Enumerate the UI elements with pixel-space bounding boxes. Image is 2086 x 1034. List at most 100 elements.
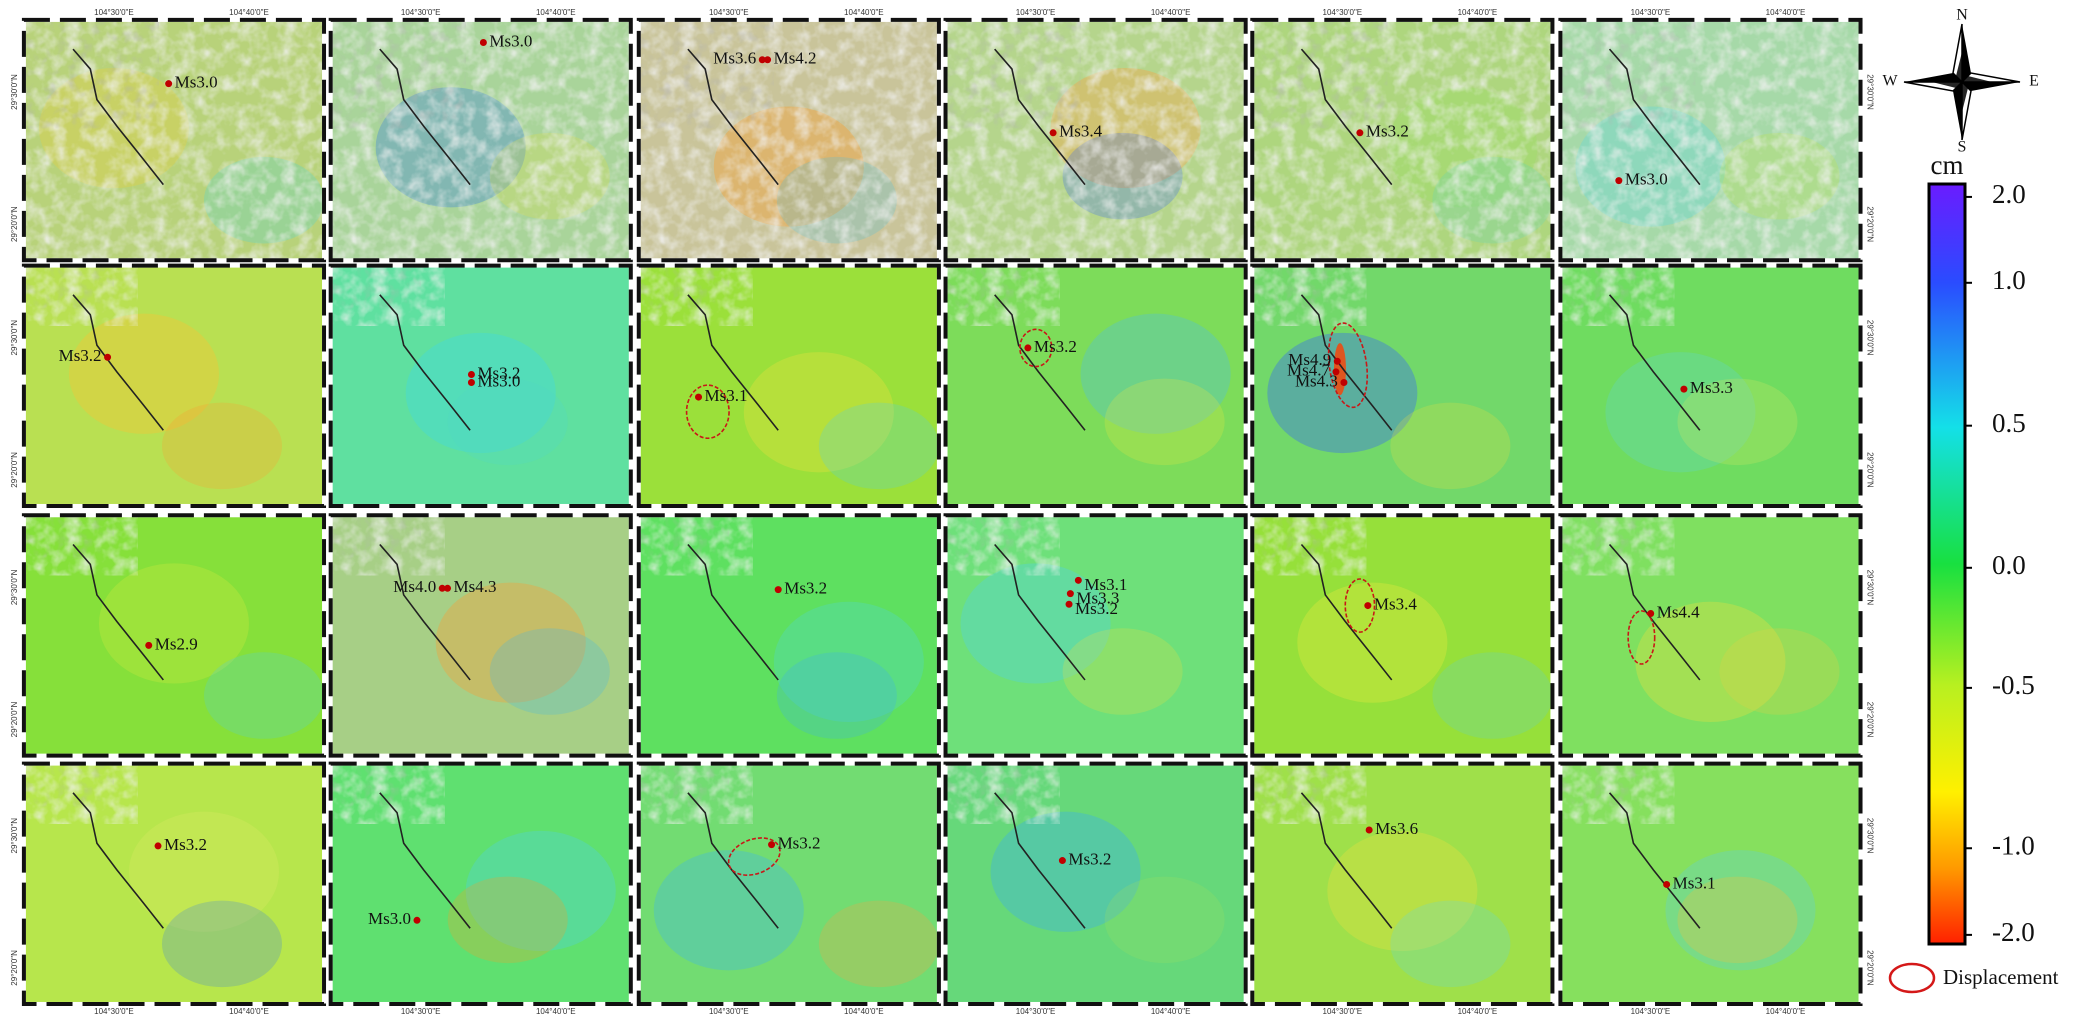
event-label: Ms3.2 [59, 346, 102, 365]
frame [328, 17, 633, 263]
displacement-field [653, 850, 804, 971]
hillshade [330, 763, 421, 807]
displacement-field [203, 652, 325, 739]
hillshade [1252, 265, 1343, 309]
hillshade [638, 763, 729, 807]
latitude-label: 29°20'0"N [1865, 702, 1874, 738]
map-panel: Ms3.0 104°30'0"E 104°40'0"E 29°30'0"N 29°20'… [1558, 8, 1874, 263]
longitude-label: 104°40'0"E [536, 1007, 576, 1016]
epicentre [1663, 880, 1671, 888]
map-panel: Ms3.3 29°30'0"N 29°20'0"N [1558, 263, 1874, 508]
epicentre [1065, 600, 1073, 608]
frame [1250, 17, 1555, 263]
map-panel: Ms3.1 104°30'0"E 104°40'0"E 29°30'0"N 29°20'… [1558, 761, 1874, 1016]
longitude-label: 104°30'0"E [1631, 8, 1671, 17]
event-label: Ms4.9 [1288, 350, 1331, 369]
map-panel: Ms3.1 [636, 263, 941, 508]
hillshade [1560, 763, 1651, 807]
event-label: Ms3.3 [1690, 378, 1733, 397]
epicentre [774, 586, 782, 594]
longitude-label: 104°30'0"E [1323, 1007, 1363, 1016]
map-panel: Ms2.9 29°30'0"N 29°20'0"N [10, 513, 327, 758]
event-label: Ms3.0 [175, 73, 218, 92]
displacement-field [435, 582, 586, 703]
map-panel: Ms3.2 104°30'0"E 104°40'0"E [943, 761, 1248, 1016]
displacement-field [128, 811, 280, 932]
hillshade [638, 265, 729, 309]
epicentre [1049, 129, 1057, 137]
event-label: Ms2.9 [155, 634, 198, 653]
displacement-field [447, 378, 568, 466]
compass-east: E [2029, 73, 2039, 90]
epicentre [467, 370, 475, 378]
displacement-field [1605, 352, 1756, 473]
epicentre [145, 641, 153, 649]
map-panel: Ms3.0 104°30'0"E 104°40'0"E [328, 761, 633, 1016]
frame [943, 761, 1248, 1006]
epicentre [438, 584, 446, 592]
event-label: Ms3.6 [713, 49, 756, 68]
epicentre [758, 56, 766, 64]
longitude-label: 104°40'0"E [229, 8, 269, 17]
map-panel: Ms3.2 104°30'0"E 104°40'0"E [1250, 8, 1555, 263]
displacement-field [773, 601, 924, 722]
fault-line [72, 792, 164, 929]
longitude-label: 104°40'0"E [1458, 1007, 1498, 1016]
displacement-field [818, 402, 939, 490]
map-panel: Ms3.4 [1250, 513, 1555, 758]
fault-line [687, 792, 779, 929]
displacement-field [1327, 830, 1478, 952]
displacement-field [1432, 652, 1553, 739]
event-label: Ms3.4 [1374, 594, 1417, 613]
longitude-label: 104°30'0"E [401, 8, 441, 17]
event-label: Ms3.2 [1068, 849, 1111, 868]
epicentre [467, 378, 475, 386]
event-label: Ms3.0 [1625, 170, 1668, 189]
frame [1558, 17, 1863, 263]
latitude-label: 29°30'0"N [10, 569, 19, 605]
event-label: Ms4.0 [393, 577, 436, 596]
epicentre [1647, 610, 1655, 618]
displacement-field [990, 811, 1141, 932]
displacement-field [1080, 313, 1231, 434]
latitude-label: 29°30'0"N [1865, 74, 1874, 110]
event-label: Ms3.0 [477, 371, 520, 390]
map-panel: Ms4.0 Ms4.3 [328, 513, 633, 758]
map-panel: Ms3.6 Ms4.2 104°30'0"E 104°40'0"E [636, 8, 941, 263]
longitude-label: 104°30'0"E [401, 1007, 441, 1016]
event-label: Ms3.2 [1366, 122, 1409, 141]
displacement-field [68, 313, 219, 434]
frame [636, 17, 941, 263]
frame [636, 263, 941, 508]
displacement-ellipse [1019, 328, 1053, 368]
longitude-label: 104°40'0"E [536, 8, 576, 17]
latitude-label: 29°20'0"N [10, 950, 19, 986]
hillshade [23, 265, 114, 309]
frame [1250, 761, 1555, 1006]
latitude-label: 29°30'0"N [1865, 320, 1874, 356]
displacement-field [818, 900, 939, 988]
displacement-ellipse [685, 384, 730, 440]
event-label: Ms4.4 [1657, 602, 1700, 621]
epicentre [1332, 368, 1340, 376]
fault-line [379, 48, 471, 186]
displacement-field [1062, 628, 1183, 715]
epicentre [1680, 385, 1688, 393]
colorbar-tick-label: 0.0 [1992, 550, 2026, 580]
fault-line [687, 543, 779, 681]
latitude-label: 29°20'0"N [1865, 206, 1874, 242]
event-label: Ms4.2 [774, 49, 817, 68]
latitude-label: 29°20'0"N [10, 702, 19, 738]
hillshade [945, 515, 1036, 559]
latitude-label: 29°30'0"N [10, 74, 19, 110]
longitude-label: 104°40'0"E [1151, 8, 1191, 17]
longitude-label: 104°30'0"E [709, 1007, 749, 1016]
fault-line [1608, 792, 1701, 929]
longitude-label: 104°30'0"E [1323, 8, 1363, 17]
event-label: Ms3.0 [368, 909, 411, 928]
frame [1558, 761, 1863, 1006]
map-panel: Ms3.6 104°30'0"E 104°40'0"E [1250, 761, 1555, 1016]
